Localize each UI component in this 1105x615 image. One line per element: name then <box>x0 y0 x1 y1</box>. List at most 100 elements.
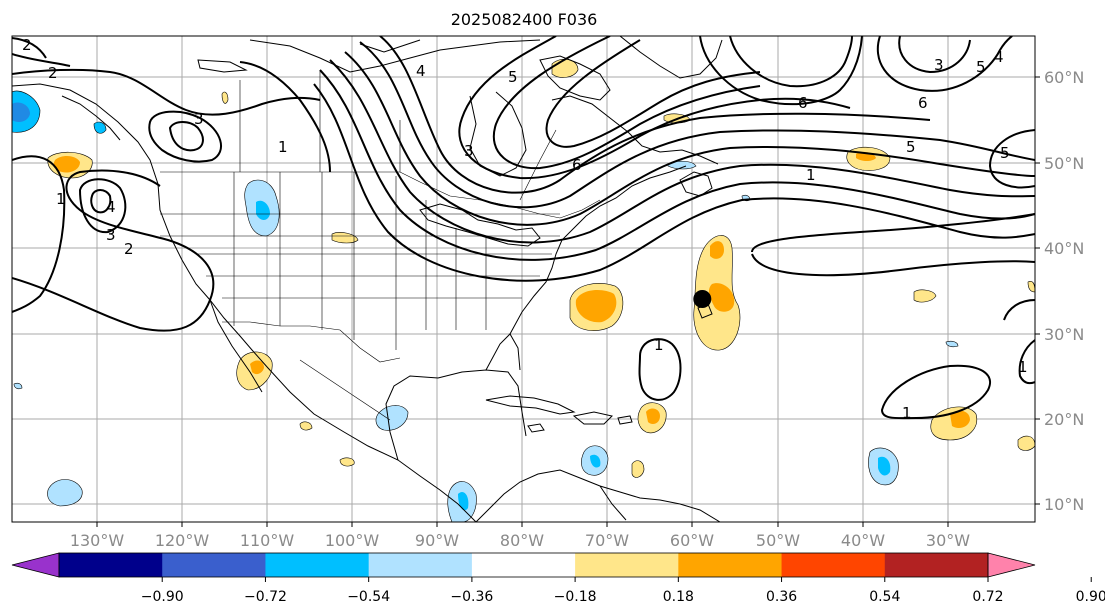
contour-line <box>751 213 1035 253</box>
shaded-anomalies <box>12 58 1035 522</box>
anomaly-patch <box>339 457 355 467</box>
latitude-label: 10°N <box>1044 495 1084 514</box>
coastline-great-lakes <box>419 203 541 247</box>
coastline-arctic-islands-2 <box>197 59 248 73</box>
contour-line <box>148 110 222 163</box>
latitude-label: 30°N <box>1044 325 1084 344</box>
contour-line <box>344 51 1035 226</box>
contour-line <box>699 36 863 106</box>
latitude-label: 60°N <box>1044 68 1084 87</box>
anomaly-patch <box>1027 281 1035 293</box>
contour-label: 1 <box>806 166 816 184</box>
contour-line <box>898 36 971 74</box>
anomaly-patch <box>590 454 601 468</box>
longitude-label: 50°W <box>756 531 800 550</box>
contour-label: 3 <box>194 110 204 128</box>
anomaly-patch <box>93 121 107 134</box>
contour-line <box>988 129 1035 189</box>
contour-lines <box>12 36 1035 420</box>
anomaly-patch <box>13 382 23 390</box>
contour-label: 6 <box>572 156 582 174</box>
anomaly-patch <box>256 200 270 220</box>
border-us-mexico <box>222 321 401 363</box>
contour-line <box>319 69 1035 261</box>
coastline-hispaniola <box>572 411 613 425</box>
map-panel: 2 2 2 3 3 3 3 4 4 4 5 5 5 5 6 6 6 1 1 1 … <box>12 36 1035 522</box>
colorbar-segment <box>575 553 679 577</box>
colorbar-tick-label: −0.90 <box>141 589 184 605</box>
contour-line <box>78 178 127 234</box>
contour-label: 5 <box>508 68 518 86</box>
contour-line <box>12 53 71 67</box>
tick-marks <box>96 76 1040 527</box>
storm-marker <box>693 290 712 308</box>
colorbar-segment <box>471 553 576 577</box>
contour-line <box>313 83 1035 282</box>
longitude-label: 100°W <box>325 531 380 550</box>
colorbar-tick-label: 0.54 <box>869 589 900 605</box>
contour-line <box>751 253 1035 277</box>
anomaly-patch <box>575 290 617 323</box>
colorbar-segment <box>265 553 370 577</box>
coastline-puerto-rico <box>617 415 633 425</box>
contour-line <box>12 68 321 116</box>
anomaly-patch <box>710 241 724 259</box>
contour-line <box>379 36 931 194</box>
latitude-labels: 60°N 50°N 40°N 30°N 20°N 10°N <box>1044 68 1084 514</box>
contour-line <box>12 37 47 59</box>
anomaly-patch <box>53 156 80 173</box>
colorbar-tick-label: −0.72 <box>244 589 287 605</box>
contour-label: 1 <box>56 190 66 208</box>
colorbar: −0.90 −0.72 −0.54 −0.36 −0.18 0.18 0.36 0.54 0.7… <box>11 552 1105 605</box>
coastline-vancouver <box>61 95 121 141</box>
coastline-east-us <box>509 165 687 335</box>
colorbar-segment <box>678 553 783 577</box>
colorbar-tick-label: 0.90 <box>1076 589 1105 605</box>
map-frame <box>11 35 1036 523</box>
map-title: 2025082400 F036 <box>450 10 598 29</box>
contour-label: 4 <box>106 198 116 216</box>
contour-label: 3 <box>464 142 474 160</box>
colorbar-segment <box>162 553 266 577</box>
contour-line <box>90 189 112 214</box>
contour-line <box>1018 339 1035 385</box>
coastline-north-america <box>12 83 477 522</box>
coastline-hudson-bay <box>469 91 527 177</box>
border-us-canada <box>160 171 601 219</box>
longitude-label: 40°W <box>841 531 885 550</box>
contour-line <box>880 364 991 420</box>
anomaly-patch <box>47 479 83 507</box>
contour-line <box>359 41 1035 209</box>
anomaly-patch <box>945 340 959 348</box>
anomaly-patch <box>878 456 891 476</box>
colorbar-segment <box>884 553 989 577</box>
coastline-baffin <box>539 55 611 101</box>
contour-label: 1 <box>654 336 664 354</box>
latitude-label: 40°N <box>1044 239 1084 258</box>
latitude-label: 20°N <box>1044 410 1084 429</box>
anomaly-patch <box>12 102 30 122</box>
contour-labels: 2 2 2 3 3 3 3 4 4 4 5 5 5 5 6 6 6 1 1 1 … <box>22 36 1028 422</box>
contour-line <box>493 36 761 170</box>
contour-label: 3 <box>934 56 944 74</box>
contour-label: 6 <box>798 94 808 112</box>
contour-label: 1 <box>1018 358 1028 376</box>
anomaly-patch <box>1017 435 1035 451</box>
anomaly-patch <box>708 283 735 312</box>
coastline-baja <box>209 299 263 393</box>
anomaly-patch <box>950 410 970 428</box>
contour-label: 5 <box>906 138 916 156</box>
longitude-label: 130°W <box>70 531 125 550</box>
coastline-greenland <box>619 36 723 79</box>
coastline-newfoundland <box>679 171 713 197</box>
longitude-label: 70°W <box>585 531 629 550</box>
contour-label: 1 <box>278 138 288 156</box>
longitude-labels: 130°W 120°W 110°W 100°W 90°W 80°W 70°W 6… <box>70 531 970 550</box>
longitude-label: 30°W <box>926 531 970 550</box>
contour-label: 1 <box>902 404 912 422</box>
colorbar-segment <box>781 553 886 577</box>
contour-line <box>1003 299 1035 321</box>
contour-line <box>168 121 204 152</box>
longitude-label: 60°W <box>670 531 714 550</box>
contour-line <box>638 338 682 401</box>
